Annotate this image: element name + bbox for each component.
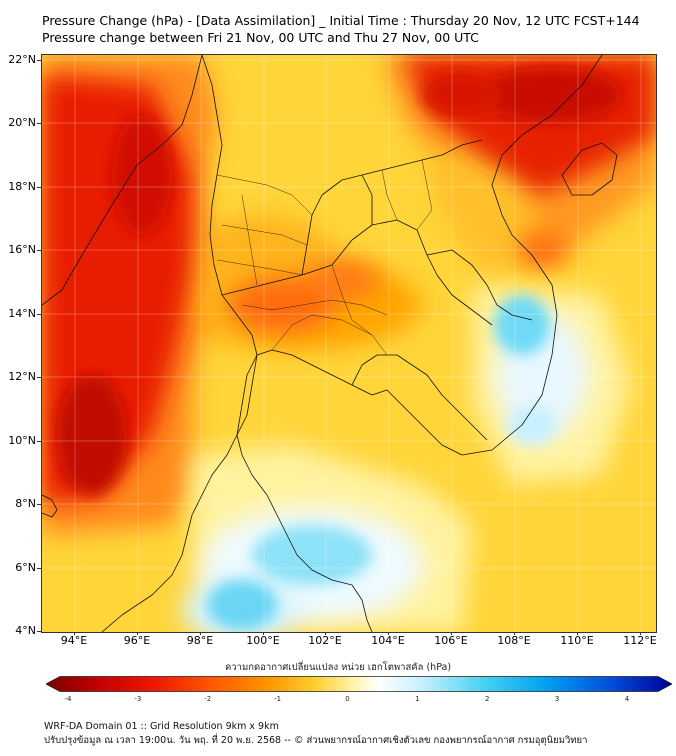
longitude-label: 98°E xyxy=(186,634,214,647)
latitude-label: 14°N xyxy=(8,307,36,320)
latitude-tick xyxy=(37,250,41,251)
colorbar xyxy=(45,676,673,692)
latitude-label: 22°N xyxy=(8,53,36,66)
chart-title: Pressure Change (hPa) - [Data Assimilati… xyxy=(42,13,640,28)
longitude-tick xyxy=(200,632,201,635)
latitude-tick xyxy=(37,187,41,188)
colorbar-tick-label: 4 xyxy=(624,695,630,703)
map-field xyxy=(42,55,656,632)
pressure-change-map[interactable] xyxy=(41,54,657,633)
latitude-tick xyxy=(37,504,41,505)
colorbar-tick-label: -4 xyxy=(64,695,72,703)
latitude-tick xyxy=(37,441,41,442)
colorbar-tick-label: 3 xyxy=(554,695,560,703)
colorbar-tick-label: -3 xyxy=(134,695,142,703)
longitude-tick xyxy=(263,632,264,635)
latitude-tick xyxy=(37,123,41,124)
longitude-tick xyxy=(514,632,515,635)
footer-domain-info: WRF-DA Domain 01 :: Grid Resolution 9km … xyxy=(44,721,279,732)
colorbar-tick-label: 1 xyxy=(415,695,420,703)
longitude-label: 102°E xyxy=(308,634,342,647)
latitude-tick xyxy=(37,631,41,632)
longitude-tick xyxy=(640,632,641,635)
longitude-tick xyxy=(137,632,138,635)
colorbar-tick-label: -1 xyxy=(274,695,282,703)
latitude-tick xyxy=(37,377,41,378)
longitude-label: 110°E xyxy=(560,634,594,647)
longitude-tick xyxy=(577,632,578,635)
longitude-label: 104°E xyxy=(371,634,405,647)
longitude-label: 106°E xyxy=(434,634,468,647)
latitude-label: 6°N xyxy=(15,561,36,574)
footer-update-info: ปรับปรุงข้อมูล ณ เวลา 19:00น. วัน พฤ. ที… xyxy=(44,735,588,746)
colorbar-title: ความกดอากาศเปลี่ยนแปลง หน่วย เฮกโตพาสคัล… xyxy=(224,662,452,673)
longitude-label: 100°E xyxy=(246,634,280,647)
longitude-tick xyxy=(325,632,326,635)
latitude-label: 10°N xyxy=(8,434,36,447)
longitude-label: 96°E xyxy=(123,634,151,647)
latitude-tick xyxy=(37,314,41,315)
latitude-tick xyxy=(37,60,41,61)
longitude-tick xyxy=(74,632,75,635)
colorbar-tick-label: -2 xyxy=(204,695,212,703)
latitude-label: 8°N xyxy=(15,497,36,510)
chart-subtitle: Pressure change between Fri 21 Nov, 00 U… xyxy=(42,30,479,45)
longitude-tick xyxy=(388,632,389,635)
longitude-tick xyxy=(451,632,452,635)
longitude-label: 94°E xyxy=(60,634,88,647)
longitude-label: 108°E xyxy=(497,634,531,647)
latitude-label: 12°N xyxy=(8,370,36,383)
longitude-label: 112°E xyxy=(623,634,657,647)
colorbar-tick-label: 0 xyxy=(345,695,350,703)
colorbar-tick-label: 2 xyxy=(485,695,490,703)
latitude-label: 4°N xyxy=(15,624,36,637)
latitude-label: 20°N xyxy=(8,116,36,129)
latitude-tick xyxy=(37,568,41,569)
latitude-label: 18°N xyxy=(8,180,36,193)
latitude-label: 16°N xyxy=(8,243,36,256)
